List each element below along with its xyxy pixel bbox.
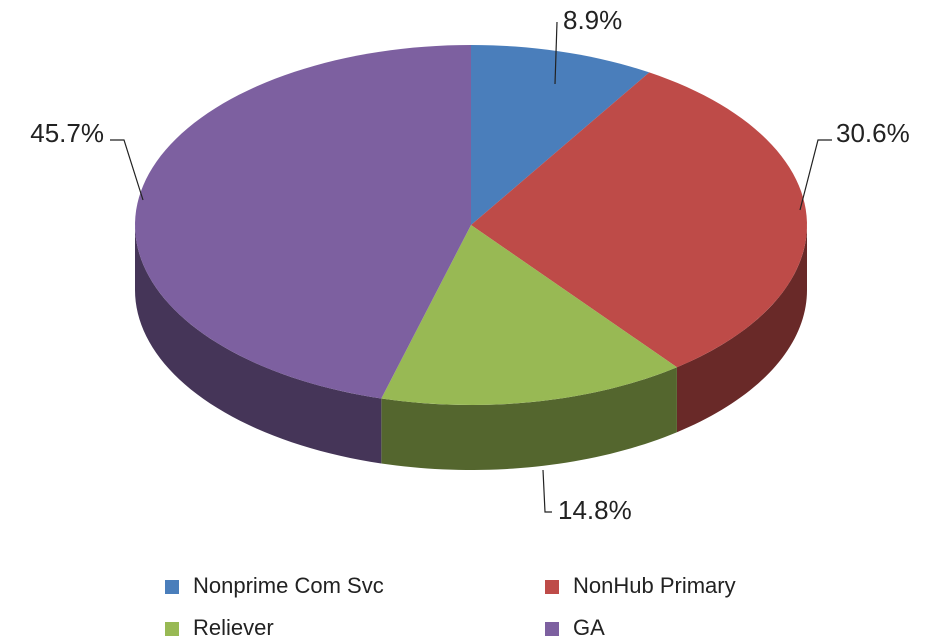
- legend-label: Nonprime Com Svc: [193, 573, 384, 598]
- data-label: 45.7%: [30, 118, 104, 148]
- slice: [381, 225, 677, 405]
- slice: [135, 45, 471, 399]
- slice: [471, 45, 650, 225]
- leader-line: [554, 21, 558, 85]
- slice-side: [676, 225, 807, 433]
- slice: [471, 72, 807, 368]
- leader-line: [542, 469, 552, 513]
- legend-swatch: [165, 622, 179, 636]
- legend-swatch: [545, 622, 559, 636]
- leader-line: [799, 139, 832, 211]
- slice-side: [135, 225, 382, 464]
- legend-swatch: [545, 580, 559, 594]
- legend-label: NonHub Primary: [573, 573, 736, 598]
- slice-side: [381, 367, 677, 470]
- leader-line: [110, 139, 144, 201]
- data-label: 14.8%: [558, 495, 632, 525]
- legend-label: Reliever: [193, 615, 274, 640]
- legend-label: GA: [573, 615, 605, 640]
- legend-swatch: [165, 580, 179, 594]
- data-label: 8.9%: [563, 5, 622, 35]
- data-label: 30.6%: [836, 118, 910, 148]
